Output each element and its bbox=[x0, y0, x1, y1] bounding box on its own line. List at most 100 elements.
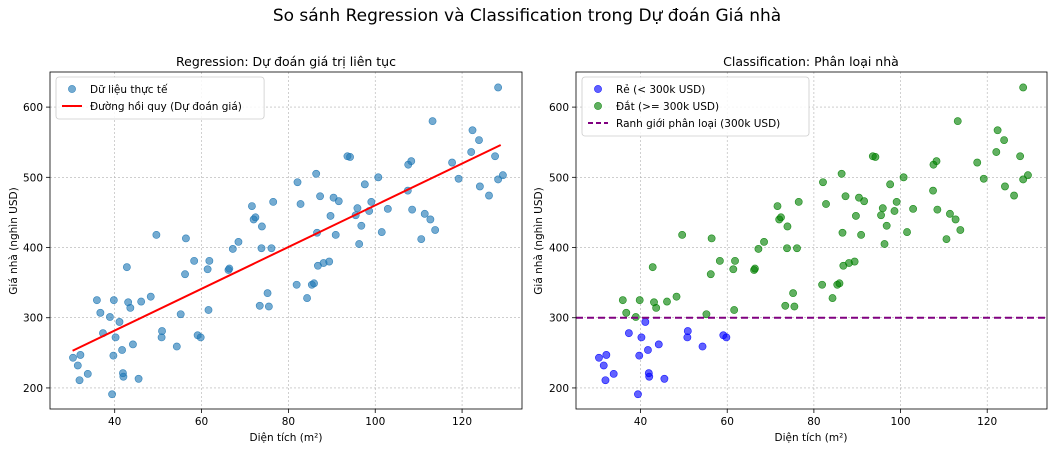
regression-ylabel: Giá nhà (nghìn USD) bbox=[8, 187, 20, 294]
classification-scatter-point bbox=[722, 333, 731, 342]
classification-scatter-point bbox=[850, 257, 859, 266]
regression-scatter-point bbox=[325, 257, 334, 266]
regression-scatter-point bbox=[129, 340, 137, 349]
regression-scatter-point bbox=[258, 222, 266, 231]
classification-scatter-point bbox=[789, 289, 797, 298]
classification-scatter-point bbox=[929, 186, 937, 195]
regression-scatter-point bbox=[126, 303, 135, 312]
regression-ytick-label: 200 bbox=[23, 383, 43, 395]
regression-scatter-point bbox=[312, 169, 321, 178]
regression-series-0 bbox=[69, 83, 507, 399]
regression-scatter-point bbox=[69, 353, 77, 362]
classification-scatter-point bbox=[754, 245, 763, 253]
regression-scatter-point bbox=[73, 361, 82, 370]
regression-scatter-point bbox=[475, 136, 483, 145]
regression-legend: Dữ liệu thực tế Đường hồi quy (Dự đoán gi… bbox=[55, 76, 265, 120]
regression-scatter-point bbox=[204, 306, 213, 314]
classification-scatter-point bbox=[663, 297, 671, 306]
classification-scatter-point bbox=[660, 374, 669, 383]
figure-suptitle: So sánh Regression và Classification tro… bbox=[273, 6, 781, 26]
classification-legend-marker bbox=[594, 85, 602, 93]
classification-scatter-point bbox=[731, 256, 739, 265]
regression-legend-label: Dữ liệu thực tế bbox=[90, 84, 168, 96]
regression-scatter-point bbox=[485, 191, 493, 200]
classification-scatter-point bbox=[1010, 191, 1018, 200]
classification-scatter-point bbox=[871, 153, 880, 161]
classification-legend: Rẻ (< 300k USD) Đắt (>= 300k USD) Ranh giớ… bbox=[581, 76, 810, 137]
classification-scatter-point bbox=[751, 264, 759, 273]
regression-legend-label: Đường hồi quy (Dự đoán giá) bbox=[90, 101, 242, 113]
regression-scatter-point bbox=[383, 205, 392, 213]
regression-scatter-point bbox=[346, 153, 354, 161]
regression-scatter-point bbox=[111, 333, 120, 342]
regression-scatter-point bbox=[176, 310, 185, 319]
classification-scatter-point bbox=[707, 234, 716, 243]
classification-scatter-point bbox=[783, 244, 791, 253]
classification-legend-box bbox=[581, 76, 810, 137]
regression-scatter-point bbox=[475, 182, 484, 191]
classification-scatter-point bbox=[601, 376, 610, 385]
classification-scatter-point bbox=[822, 200, 830, 208]
classification-scatter-point bbox=[877, 211, 885, 220]
classification-scatter-point bbox=[793, 244, 801, 253]
regression-scatter-point bbox=[296, 200, 305, 208]
classification-scatter-point bbox=[602, 351, 611, 359]
classification-scatter-point bbox=[903, 228, 911, 236]
classification-scatter-point bbox=[932, 157, 941, 166]
regression-legend-box bbox=[55, 76, 265, 120]
regression-scatter-point bbox=[146, 292, 155, 301]
classification-scatter-point bbox=[683, 327, 692, 335]
classification-scatter-point bbox=[702, 310, 711, 319]
regression-legend-marker bbox=[68, 85, 76, 93]
regression-xtick-label: 40 bbox=[108, 416, 121, 428]
regression-scatter-point bbox=[408, 205, 417, 214]
classification-scatter-point bbox=[835, 279, 844, 288]
regression-scatter-point bbox=[122, 263, 131, 272]
classification-scatter-point bbox=[652, 303, 661, 312]
regression-scatter-point bbox=[491, 152, 499, 161]
regression-scatter-point bbox=[109, 296, 118, 305]
regression-scatter-point bbox=[355, 240, 364, 248]
regression-scatter-point bbox=[454, 174, 463, 183]
classification-scatter-point bbox=[654, 340, 663, 349]
classification-xtick-label: 60 bbox=[721, 416, 734, 428]
classification-xtick-label: 80 bbox=[807, 416, 820, 428]
regression-ytick-label: 400 bbox=[23, 243, 43, 255]
classification-scatter-point bbox=[852, 212, 860, 220]
regression-scatter-point bbox=[119, 372, 128, 381]
regression-xtick-label: 80 bbox=[282, 416, 295, 428]
classification-legend-label: Đắt (>= 300k USD) bbox=[616, 100, 719, 113]
classification-scatter-point bbox=[1019, 83, 1028, 92]
classification-scatter-point bbox=[781, 301, 790, 310]
regression-scatter-point bbox=[377, 228, 386, 236]
regression-scatter-point bbox=[264, 302, 273, 311]
classification-scatter-point bbox=[942, 235, 951, 243]
classification-panel: Classification: Phân loại nhà Diện tích … bbox=[533, 54, 1048, 444]
classification-scatter-point bbox=[729, 265, 738, 274]
classification-scatter-point bbox=[819, 178, 827, 187]
classification-scatter-point bbox=[783, 222, 792, 231]
classification-scatter-point bbox=[841, 192, 850, 201]
regression-scatter-point bbox=[152, 230, 161, 239]
regression-scatter-point bbox=[353, 204, 362, 213]
regression-scatter-point bbox=[118, 346, 126, 354]
regression-ticks: 40 60 80 100 120 200 300 400 500 600 bbox=[23, 102, 472, 428]
classification-series-0 bbox=[595, 318, 731, 399]
classification-ytick-label: 200 bbox=[549, 383, 569, 395]
regression-scatter-point bbox=[420, 209, 429, 218]
classification-xtick-label: 120 bbox=[977, 416, 997, 428]
regression-scatter-point bbox=[269, 197, 278, 206]
classification-scatter-point bbox=[857, 230, 866, 239]
classification-scatter-point bbox=[595, 353, 603, 362]
classification-scatter-point bbox=[794, 197, 803, 206]
classification-scatter-point bbox=[1000, 136, 1009, 145]
regression-scatter-point bbox=[498, 171, 507, 180]
regression-series-1 bbox=[72, 144, 502, 352]
regression-xlabel: Diện tích (m²) bbox=[250, 432, 323, 444]
regression-scatter-point bbox=[467, 148, 476, 156]
regression-scatter-point bbox=[203, 265, 212, 274]
classification-scatter-point bbox=[678, 230, 687, 239]
regression-scatter-point bbox=[326, 212, 335, 220]
classification-scatter-point bbox=[933, 205, 942, 214]
